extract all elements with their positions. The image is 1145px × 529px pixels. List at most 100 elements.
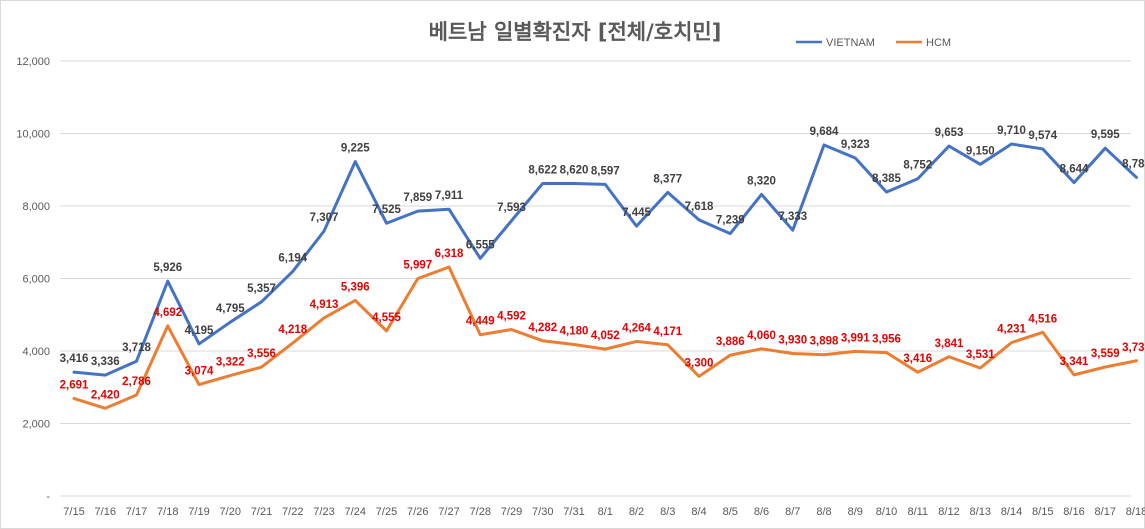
x-tick-label: 7/30 [532, 506, 553, 518]
data-label-vietnam: 4,795 [216, 303, 245, 315]
data-label-vietnam: 8,597 [591, 165, 620, 177]
legend: VIETNAM HCM [796, 37, 951, 49]
x-tick-label: 8/10 [876, 506, 897, 518]
chart-title: 베트남 일별확진자 [전체/호치민] [429, 20, 722, 44]
data-label-vietnam: 7,445 [622, 207, 651, 219]
data-label-vietnam: 7,307 [310, 212, 339, 224]
data-label-vietnam: 6,194 [278, 252, 307, 264]
x-tick-label: 8/5 [723, 506, 738, 518]
data-label-vietnam: 3,336 [91, 356, 120, 368]
data-label-vietnam: 8,320 [747, 175, 776, 187]
series-line-vietnam [72, 142, 1138, 377]
data-label-hcm: 3,531 [966, 349, 995, 361]
x-tick-label: 8/8 [816, 506, 831, 518]
x-tick-label: 7/28 [470, 506, 491, 518]
x-tick-label: 7/19 [188, 506, 209, 518]
x-tick-label: 8/13 [970, 506, 991, 518]
x-tick-label: 8/14 [1001, 506, 1022, 518]
x-tick-label: 8/9 [848, 506, 863, 518]
data-label-hcm: 3,886 [716, 336, 745, 348]
data-label-vietnam: 9,595 [1091, 129, 1120, 141]
data-label-vietnam: 8,620 [560, 165, 589, 177]
data-label-vietnam: 8,622 [528, 164, 557, 176]
data-labels: 3,416 3,3363,7185,9264,1954,7955,3576,194… [60, 125, 1145, 401]
data-label-hcm: 4,231 [997, 324, 1026, 336]
y-tick-label: - [46, 491, 50, 503]
axes: - 2,000 4,000 6,000 8,000 10,000 12,000 7/15 7/1… [16, 56, 1145, 518]
x-tick-label: 7/26 [407, 506, 428, 518]
data-label-hcm: 3,841 [935, 338, 964, 350]
data-label-hcm: 4,052 [591, 330, 620, 342]
y-tick-label: 8,000 [22, 201, 50, 213]
y-tick-label: 12,000 [16, 56, 50, 68]
legend-label-vietnam: VIETNAM [826, 37, 875, 49]
series-line-hcm [72, 265, 1138, 410]
data-label-hcm: 3,341 [1060, 356, 1089, 368]
data-label-hcm: 3,556 [247, 348, 276, 360]
x-tick-label: 8/2 [629, 506, 644, 518]
data-label-hcm: 4,060 [747, 330, 776, 342]
y-tick-label: 2,000 [22, 419, 50, 431]
data-label-vietnam: 5,926 [153, 262, 182, 274]
data-label-vietnam: 8,377 [653, 173, 682, 185]
gridlines [60, 60, 1131, 497]
data-label-hcm: 3,322 [216, 357, 245, 369]
x-tick-label: 8/17 [1095, 506, 1116, 518]
x-tick-label: 8/3 [660, 506, 675, 518]
y-tick-label: 10,000 [16, 129, 50, 141]
x-tick-label: 7/15 [63, 506, 84, 518]
data-label-hcm: 3,956 [872, 334, 901, 346]
x-tick-label: 7/17 [126, 506, 147, 518]
data-label-vietnam: 8,752 [903, 160, 932, 172]
x-tick-label: 7/23 [313, 506, 334, 518]
x-tick-label: 8/6 [754, 506, 769, 518]
data-label-hcm: 4,171 [653, 326, 682, 338]
x-tick-label: 7/20 [220, 506, 241, 518]
data-label-vietnam: 9,225 [341, 143, 370, 155]
x-tick-label: 7/22 [282, 506, 303, 518]
data-label-hcm: 4,592 [497, 311, 526, 323]
legend-label-hcm: HCM [926, 37, 951, 49]
x-tick-label: 8/12 [938, 506, 959, 518]
x-tick-label: 7/31 [563, 506, 584, 518]
data-label-hcm: 4,282 [528, 322, 557, 334]
data-label-vietnam: 8,644 [1060, 164, 1089, 176]
data-label-vietnam: 8,788 [1122, 158, 1145, 170]
data-label-vietnam: 5,357 [247, 283, 276, 295]
data-label-hcm: 6,318 [435, 248, 464, 260]
x-tick-label: 7/29 [501, 506, 522, 518]
x-tick-label: 8/7 [785, 506, 800, 518]
data-label-vietnam: 9,323 [841, 139, 870, 151]
x-tick-label: 8/4 [691, 506, 706, 518]
data-label-vietnam: 9,653 [935, 127, 964, 139]
data-label-vietnam: 9,574 [1028, 130, 1057, 142]
data-label-vietnam: 7,911 [435, 190, 464, 202]
x-tick-label: 8/11 [907, 506, 928, 518]
x-tick-label: 7/25 [376, 506, 397, 518]
data-label-hcm: 4,555 [372, 312, 401, 324]
data-label-hcm: 3,731 [1122, 342, 1145, 354]
x-tick-label: 8/16 [1063, 506, 1084, 518]
series [72, 142, 1138, 410]
data-label-vietnam: 3,416 [60, 353, 89, 365]
data-label-hcm: 4,264 [622, 322, 651, 334]
data-label-hcm: 3,898 [810, 336, 839, 348]
data-label-vietnam: 9,150 [966, 145, 995, 157]
data-label-hcm: 4,913 [310, 299, 339, 311]
data-label-hcm: 5,997 [403, 260, 432, 272]
data-label-hcm: 4,449 [466, 316, 495, 328]
data-label-vietnam: 9,710 [997, 125, 1026, 137]
data-label-vietnam: 6,555 [466, 239, 495, 251]
data-label-vietnam: 9,684 [810, 126, 839, 138]
x-tick-label: 7/18 [157, 506, 178, 518]
data-label-hcm: 3,074 [185, 366, 214, 378]
data-label-vietnam: 8,385 [872, 173, 901, 185]
data-label-vietnam: 7,333 [778, 211, 807, 223]
data-label-hcm: 3,930 [778, 335, 807, 347]
data-label-hcm: 4,218 [278, 324, 307, 336]
data-label-hcm: 2,786 [122, 376, 151, 388]
data-label-hcm: 2,420 [91, 389, 120, 401]
data-label-hcm: 5,396 [341, 281, 370, 293]
data-label-hcm: 3,991 [841, 332, 870, 344]
